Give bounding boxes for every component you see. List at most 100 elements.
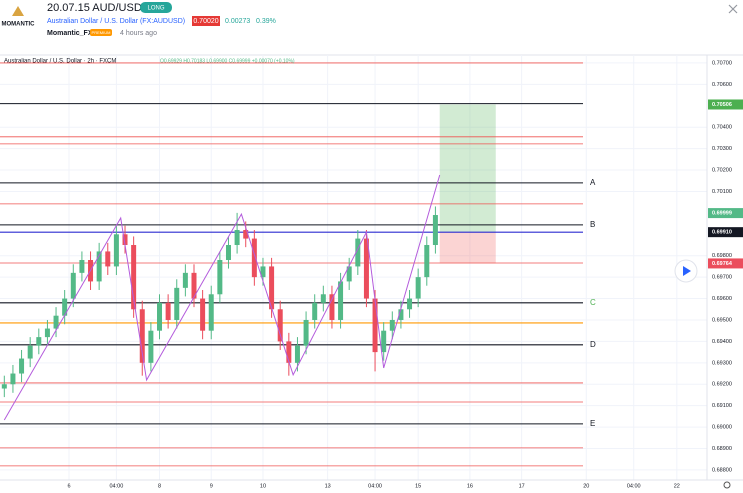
candle-body: [208, 294, 214, 331]
level-label: C: [590, 298, 596, 307]
candle-body: [165, 302, 171, 320]
candle-body: [36, 337, 42, 346]
candle-body: [243, 230, 249, 239]
candle-body: [200, 298, 206, 331]
candle-body: [62, 298, 68, 316]
candle-body: [191, 272, 197, 299]
candle-body: [338, 281, 344, 320]
candle-body: [44, 328, 50, 338]
change: 0.00273: [225, 18, 250, 25]
candle-body: [225, 245, 231, 261]
symbol-link[interactable]: Australian Dollar / U.S. Dollar (FX:AUDU…: [47, 18, 185, 25]
y-tick-label: 0.69200: [712, 382, 732, 388]
y-tick-label: 0.70300: [712, 146, 732, 152]
candle-body: [381, 330, 387, 353]
candle-body: [432, 215, 438, 246]
x-tick-label: 10: [260, 483, 266, 489]
price-label: 0.70506: [712, 102, 732, 108]
candle-body: [131, 245, 137, 310]
x-tick-label: 15: [415, 483, 421, 489]
x-tick-label: 16: [467, 483, 473, 489]
y-tick-label: 0.69500: [712, 317, 732, 323]
price-label: 0.69999: [712, 211, 732, 217]
profit-zone: [439, 104, 496, 233]
level-label: D: [590, 340, 596, 349]
price-label-bg: [708, 258, 743, 269]
author-badge: PREMIUM: [92, 30, 111, 35]
candle-body: [10, 373, 16, 385]
candle-body: [157, 302, 163, 331]
candle-body: [320, 294, 326, 303]
y-tick-label: 0.70600: [712, 82, 732, 88]
level-label: B: [590, 220, 595, 229]
y-tick-label: 0.69300: [712, 360, 732, 366]
price: 0.70020: [193, 18, 218, 25]
candle-body: [286, 341, 292, 363]
level-label: A: [590, 178, 596, 187]
author[interactable]: Momantic_FX: [47, 30, 93, 37]
play-icon: [683, 266, 691, 276]
y-tick-label: 0.70200: [712, 167, 732, 173]
settings-icon[interactable]: [723, 481, 731, 489]
y-tick-label: 0.70400: [712, 125, 732, 131]
candle-body: [53, 315, 59, 329]
y-tick-label: 0.69400: [712, 339, 732, 345]
candle-body: [113, 234, 119, 267]
x-tick-label: 04:00: [368, 483, 382, 489]
candle-body: [79, 260, 85, 273]
legend-ohlc: O0.69929 H0.70183 L0.69900 C0.69999 +0.0…: [160, 58, 295, 64]
loss-zone: [439, 232, 496, 264]
candle-body: [303, 319, 309, 346]
y-tick-label: 0.69100: [712, 403, 732, 409]
author-badge-bg: [90, 29, 112, 36]
chart: 0.70700 0.70600 0.70400 0.70300 0.70200 0.701…: [0, 55, 743, 489]
x-tick-label: 13: [325, 483, 331, 489]
y-tick-label: 0.70700: [712, 60, 732, 66]
close-button[interactable]: [728, 4, 738, 14]
x-tick-label: 8: [158, 483, 161, 489]
candle-body: [415, 277, 421, 299]
candle-body: [139, 309, 145, 363]
x-tick-label: 04:00: [627, 483, 641, 489]
post-time: 4 hours ago: [120, 30, 157, 37]
legend-title: Australian Dollar / U.S. Dollar · 2h · F…: [4, 59, 116, 65]
candle-body: [1, 384, 7, 389]
logo-text: MOMANTIC: [2, 22, 36, 28]
zigzag-line: [3, 174, 441, 421]
x-tick-label: 9: [210, 483, 213, 489]
price-label-bg: [708, 99, 743, 110]
y-tick-label: 0.69600: [712, 296, 732, 302]
price-label-bg: [708, 227, 743, 238]
candle-body: [70, 272, 76, 299]
candle-body: [96, 251, 102, 282]
y-tick-label: 0.68800: [712, 467, 732, 473]
idea-title: 20.07.15 AUD/USD: [47, 2, 142, 14]
x-tick-label: 17: [519, 483, 525, 489]
candle-body: [363, 238, 369, 299]
change-pct: 0.39%: [256, 18, 276, 25]
candle-body: [251, 238, 257, 278]
x-tick-label: 6: [67, 483, 70, 489]
candle-body: [389, 319, 395, 331]
candle-body: [294, 345, 300, 363]
price-label: 0.69764: [712, 261, 733, 267]
price-bg: [192, 16, 220, 26]
price-label-bg: [708, 208, 743, 219]
x-tick-label: 22: [674, 483, 680, 489]
candle-body: [27, 345, 33, 359]
candle-body: [346, 266, 352, 282]
x-tick-label: 20: [583, 483, 589, 489]
candle-body: [277, 309, 283, 342]
y-tick-label: 0.69800: [712, 253, 732, 259]
y-tick-label: 0.70100: [712, 189, 732, 195]
candle-body: [424, 245, 430, 278]
badge-bg: [140, 2, 172, 13]
logo-icon: [12, 6, 24, 16]
candle-body: [260, 266, 266, 278]
candle-body: [407, 298, 413, 310]
candle-body: [174, 287, 180, 320]
y-tick-label: 0.68900: [712, 446, 732, 452]
candle-body: [329, 294, 335, 320]
